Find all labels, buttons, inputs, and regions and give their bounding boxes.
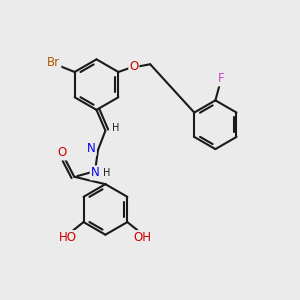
Text: H: H: [112, 123, 119, 133]
Text: O: O: [58, 146, 67, 160]
Text: N: N: [91, 167, 99, 179]
Text: O: O: [129, 60, 139, 73]
Text: N: N: [87, 142, 96, 155]
Text: HO: HO: [59, 231, 77, 244]
Text: OH: OH: [134, 231, 152, 244]
Text: Br: Br: [47, 56, 60, 69]
Text: F: F: [218, 73, 224, 85]
Text: H: H: [103, 168, 111, 178]
